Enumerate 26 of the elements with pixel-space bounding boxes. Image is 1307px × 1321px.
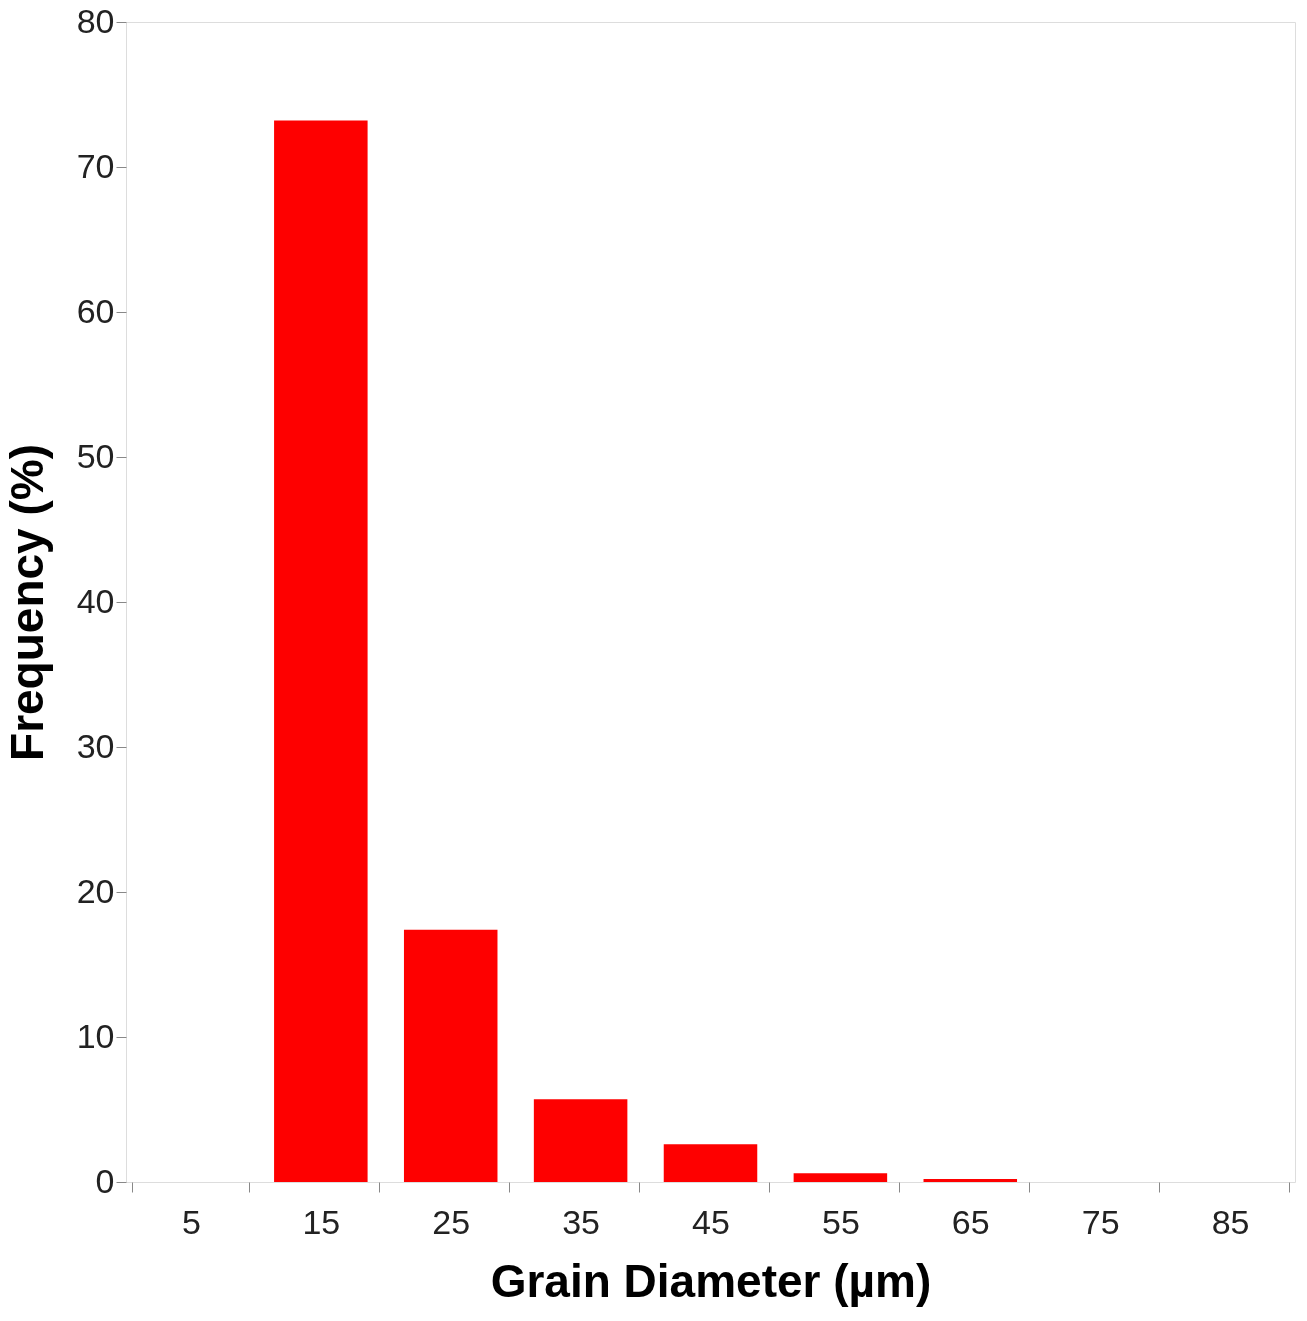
y-tick-label: 50 <box>76 436 115 475</box>
y-tick-label: 80 <box>76 1 115 40</box>
bar <box>923 1179 1018 1182</box>
y-tick-label: 20 <box>76 871 115 910</box>
y-tick-label: 30 <box>76 726 115 765</box>
x-tick-label: 35 <box>562 1202 601 1241</box>
y-tick-label: 60 <box>76 291 115 330</box>
x-tick-label: 55 <box>821 1202 860 1241</box>
y-tick-label: 70 <box>76 146 115 185</box>
bar <box>663 1144 758 1182</box>
x-tick-label: 75 <box>1081 1202 1120 1241</box>
y-tick-label: 0 <box>95 1161 115 1200</box>
x-tick-label: 15 <box>302 1202 341 1241</box>
x-tick-label: 65 <box>951 1202 990 1241</box>
y-tick-label: 40 <box>76 581 115 620</box>
y-axis-title: Frequency (%) <box>0 444 53 761</box>
bar <box>793 1173 888 1182</box>
y-tick-label: 10 <box>76 1016 115 1055</box>
x-tick-label: 25 <box>432 1202 471 1241</box>
bar <box>274 120 368 1182</box>
x-axis-title: Grain Diameter (µm) <box>490 1254 932 1307</box>
x-tick-label: 85 <box>1211 1202 1250 1241</box>
x-tick-label: 5 <box>181 1202 201 1241</box>
bar <box>533 1099 628 1182</box>
bar <box>403 929 498 1182</box>
x-tick-label: 45 <box>692 1202 730 1241</box>
